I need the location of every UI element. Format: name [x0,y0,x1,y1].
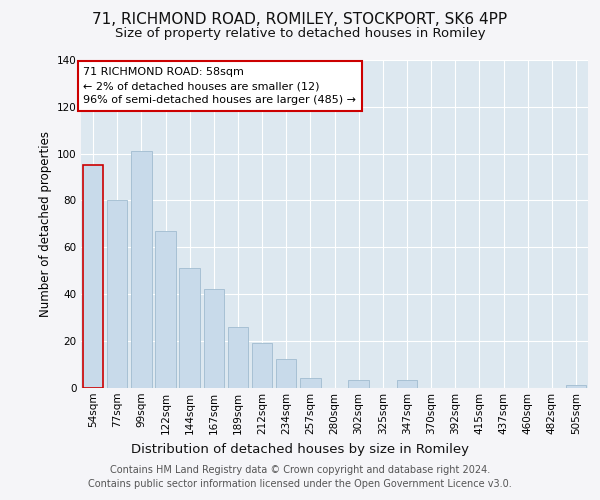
Bar [397,380,417,388]
Bar [107,200,127,388]
Text: Size of property relative to detached houses in Romiley: Size of property relative to detached ho… [115,28,485,40]
Bar [276,360,296,388]
Bar [83,166,103,388]
Bar [131,151,152,388]
Text: 71 RICHMOND ROAD: 58sqm
← 2% of detached houses are smaller (12)
96% of semi-det: 71 RICHMOND ROAD: 58sqm ← 2% of detached… [83,67,356,105]
Bar [227,326,248,388]
Bar [349,380,369,388]
Text: 71, RICHMOND ROAD, ROMILEY, STOCKPORT, SK6 4PP: 71, RICHMOND ROAD, ROMILEY, STOCKPORT, S… [92,12,508,28]
Bar [179,268,200,388]
Text: Contains HM Land Registry data © Crown copyright and database right 2024.
Contai: Contains HM Land Registry data © Crown c… [88,465,512,489]
Bar [300,378,320,388]
Bar [252,343,272,388]
Y-axis label: Number of detached properties: Number of detached properties [38,130,52,317]
Bar [155,231,176,388]
Bar [566,385,586,388]
Text: Distribution of detached houses by size in Romiley: Distribution of detached houses by size … [131,442,469,456]
Bar [203,289,224,388]
